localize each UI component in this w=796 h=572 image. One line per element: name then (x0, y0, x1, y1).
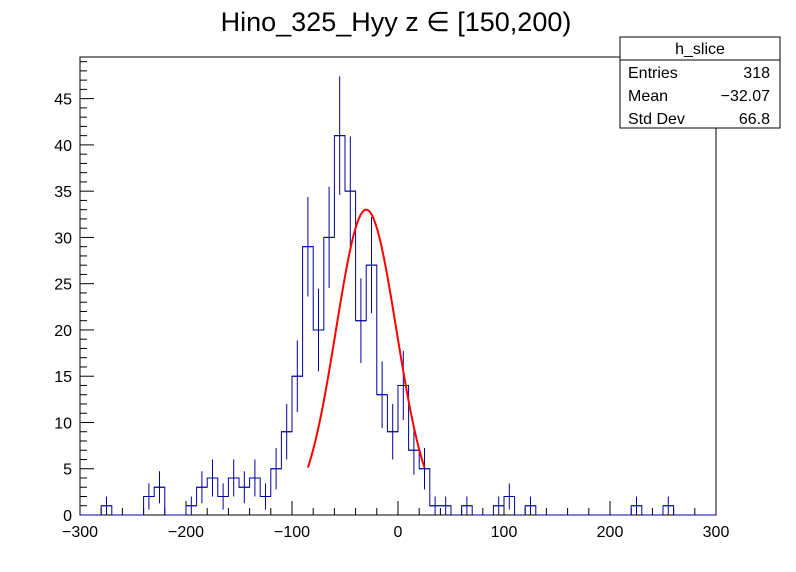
stats-mean-label: Mean (628, 88, 668, 105)
y-tick-label: 0 (63, 508, 72, 525)
chart-title: Hino_325_Hyy z ∈ [150,200) (221, 7, 572, 37)
y-tick-label: 20 (54, 323, 72, 340)
stats-mean-value: −32.07 (721, 88, 770, 105)
stats-entries-label: Entries (628, 65, 678, 82)
gaussian-fit-curve (306, 208, 426, 468)
x-tick-label: 200 (597, 524, 624, 541)
histogram-layer (80, 135, 716, 516)
y-axis: 0 5 10 15 20 25 30 35 40 45 (54, 61, 94, 525)
x-tick-label: 100 (491, 524, 518, 541)
y-tick-label: 5 (63, 462, 72, 479)
stats-box-title: h_slice (675, 41, 725, 58)
fit-layer (306, 208, 426, 468)
error-bar-layer (106, 76, 669, 515)
x-tick-label: −300 (62, 524, 98, 541)
y-tick-label: 40 (54, 138, 72, 155)
stats-box-frame (619, 36, 781, 129)
y-tick-label: 10 (54, 415, 72, 432)
y-tick-label: 30 (54, 230, 72, 247)
x-axis: −300 −200 −100 0 100 200 300 (62, 501, 729, 541)
stats-stddev-label: Std Dev (628, 111, 685, 128)
x-tick-label: 0 (394, 524, 403, 541)
stats-entries-value: 318 (743, 65, 770, 82)
x-tick-label: −200 (168, 524, 204, 541)
stats-stddev-value: 66.8 (739, 111, 770, 128)
x-tick-label: −100 (274, 524, 310, 541)
y-tick-label: 35 (54, 184, 72, 201)
histogram-outline (80, 135, 716, 516)
y-tick-label: 15 (54, 369, 72, 386)
x-tick-label: 300 (703, 524, 730, 541)
stats-box: h_slice Entries 318 Mean −32.07 Std Dev … (619, 36, 781, 129)
y-tick-label: 25 (54, 277, 72, 294)
y-tick-label: 45 (54, 92, 72, 109)
